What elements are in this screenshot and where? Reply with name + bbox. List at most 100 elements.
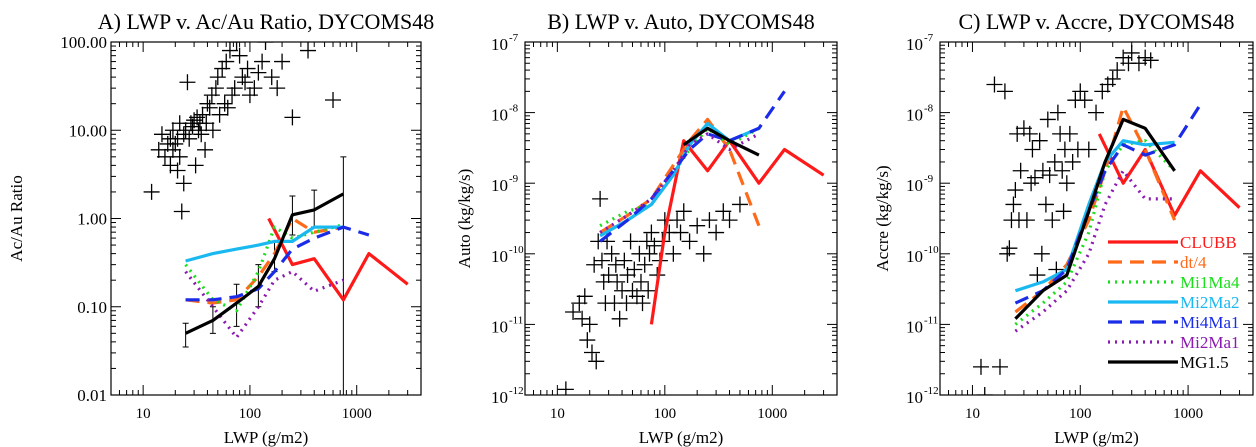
scatter-point [593,252,610,269]
scatter-point [211,106,228,123]
x-tick-label: 100 [1069,406,1092,422]
scatter-point [1005,196,1022,213]
series-line-mi4ma1 [599,90,786,243]
scatter-point [284,109,301,126]
error-bar [340,156,347,395]
scatter-point [565,303,582,320]
scatter-point [143,183,160,200]
scatter-point [607,256,624,273]
scatter-point [609,273,626,290]
scatter-point [237,74,254,91]
scatter-point [1109,62,1126,79]
scatter-point [991,358,1008,375]
scatter-point [641,245,658,262]
series-line-dt-4 [1014,105,1177,314]
scatter-point [150,141,167,158]
scatter-point [173,203,190,220]
y-tick-label-exponent: -12 [924,385,939,397]
scatter-point [169,162,186,179]
scatter-point [603,245,620,262]
series-line-mg1-5 [1014,117,1176,320]
scatter-point [325,92,342,109]
scatter-point [171,148,188,165]
scatter-point [231,47,248,64]
scatter-point [181,130,198,147]
x-tick-label: 1000 [757,406,787,422]
series-line-mi4ma1 [185,225,370,302]
series-line-mi4ma1 [1014,103,1202,305]
y-tick-label-exponent: -7 [509,32,519,44]
y-tick-label-base: 10 [906,247,923,266]
scatter-point [1001,240,1018,257]
scatter-point [194,106,211,123]
scatter-point [219,99,236,116]
scatter-point [636,256,653,273]
scatter-point [1044,212,1061,229]
scatter-point [634,295,651,312]
scatter-point [1041,167,1058,184]
y-tick-label: 1.00 [77,210,107,229]
scatter-point [986,76,1003,93]
scatter-point [616,252,633,269]
scatter-point [263,69,280,86]
scatter-point [618,295,635,312]
scatter-point [689,217,706,234]
y-tick-label: 100.00 [60,33,107,52]
chart-title: B) LWP v. Auto, DYCOMS48 [547,9,814,34]
scatter-point [1080,141,1097,158]
scatter-point [1012,162,1029,179]
y-tick-label-base: 10 [906,176,923,195]
legend-label-clubb: CLUBB [1180,233,1237,252]
legend-label-mg1-5: MG1.5 [1180,353,1229,372]
y-axis-label: Ac/Au Ratio [7,175,26,261]
scatter-point [197,141,214,158]
y-tick-label-base: 10 [491,317,508,336]
scatter-point [665,245,682,262]
scatter-point [156,148,173,165]
scatter-point [257,42,274,50]
scatter-point [1055,203,1072,220]
scatter-point [695,245,712,262]
y-tick-label-exponent: -7 [924,32,934,44]
series-line-mi1ma4 [599,126,760,228]
x-tick-label: 1000 [342,406,372,422]
y-tick-label-exponent: -9 [509,173,519,185]
plot-area [972,44,1241,395]
scatter-point [626,261,643,278]
legend-label-mi1ma4: Mi1Ma4 [1180,273,1240,292]
scatter-point [640,282,657,299]
scatter-point [1104,70,1121,87]
error-bar [233,283,240,327]
scatter-point [646,237,663,254]
scatter-point [669,212,686,229]
scatter-point [1054,162,1071,179]
x-tick-label: 1000 [1173,406,1203,422]
scatter-point [1039,111,1056,128]
panel-1: A) LWP v. Ac/Au Ratio, DYCOMS48 LWP (g/m2… [7,9,434,447]
scatter-point [1088,104,1105,121]
y-tick-label-base: 10 [906,35,923,54]
series-line-clubb [649,139,825,325]
scatter-point [250,64,267,81]
scatter-point [1026,169,1043,186]
scatter-point [1123,44,1140,61]
scatter-point [239,60,256,77]
scatter-point [201,99,218,116]
x-tick-label: 10 [965,406,980,422]
scatter-point [1021,125,1038,142]
scatter-point [581,316,598,333]
scatter-point [224,87,241,104]
scatter-point [1142,52,1159,69]
scatter-point [209,69,226,86]
y-axis-label: Accre (kg/kg/s) [873,165,892,271]
scatter-point [592,190,609,207]
scatter-point [576,288,593,305]
y-tick-label-base: 10 [491,247,508,266]
scatter-point [701,212,718,229]
scatter-point [199,95,216,112]
y-tick-label-exponent: -8 [509,103,519,115]
scatter-point [731,196,748,213]
y-tick-label-exponent: -8 [924,103,934,115]
plot-area [557,90,825,395]
